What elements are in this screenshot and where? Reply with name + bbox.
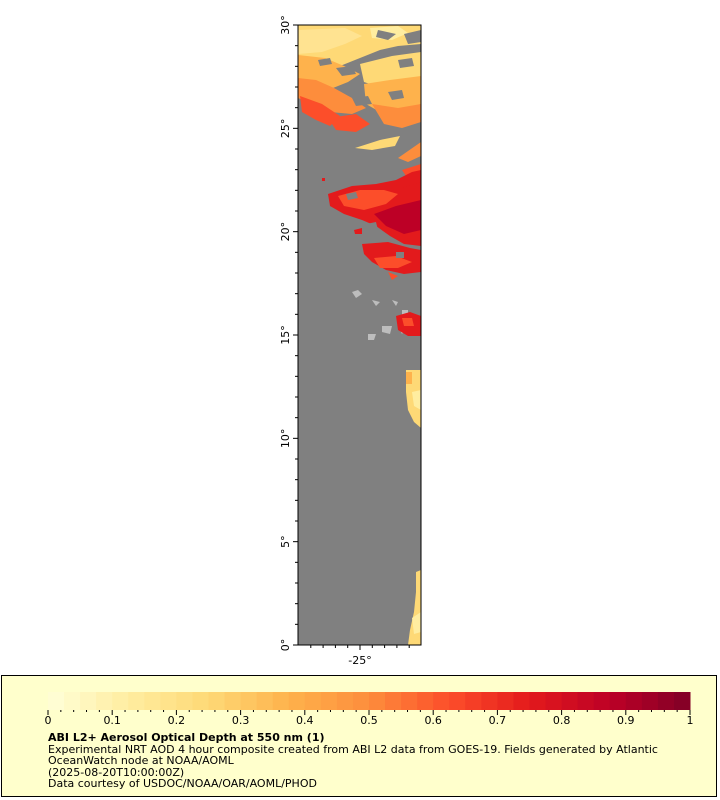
lon-tick-label: -25° [348,654,371,667]
colorbar-cell [433,692,450,710]
aerosol-plume-central [328,170,421,280]
colorbar-cell [192,692,209,710]
lat-tick-label: 15° [279,325,292,345]
legend-title: ABI L2+ Aerosol Optical Depth at 550 nm … [48,731,325,744]
colorbar-cell [449,692,466,710]
map: 0° 5° 10° 15° 20° 25° 30° -25° [279,15,422,667]
colorbar-cell [128,692,145,710]
colorbar-tick-label: 0.2 [168,714,186,727]
colorbar-cell [48,692,65,710]
colorbar-cell [288,692,306,710]
colorbar-tick-label: 0.8 [553,714,571,727]
colorbar-cell [513,692,530,710]
aerosol-patch-west-africa [396,312,421,336]
colorbar-cell [561,692,579,710]
lat-tick-label: 10° [279,429,292,449]
legend-credit: Data courtesy of USDOC/NOAA/OAR/AOML/PHO… [48,777,317,790]
colorbar-tick-label: 0.3 [232,714,250,727]
colorbar-cell [401,692,418,710]
colorbar-cell [657,692,675,710]
lat-tick-label: 20° [279,222,292,242]
colorbar-cell [641,692,659,710]
colorbar-cell [304,692,322,710]
colorbar-cell [497,692,514,710]
colorbar-cell [609,692,627,710]
colorbar-tick-label: 0 [45,714,52,727]
colorbar-cell [417,692,434,710]
colorbar-cell [224,692,242,710]
colorbar-tick-label: 0.9 [617,714,635,727]
longitude-axis: -25° [310,645,410,667]
colorbar-cell [369,692,386,710]
aerosol-plume-north [298,25,421,132]
colorbar-cell [112,692,129,710]
colorbar-cell [272,692,290,710]
colorbar-cell [64,692,81,710]
colorbar-tick-label: 0.4 [296,714,314,727]
colorbar-cell [593,692,611,710]
latitude-axis: 0° 5° 10° 15° 20° 25° 30° [279,15,298,651]
colorbar-tick-label: 0.6 [424,714,442,727]
colorbar-cell [352,692,370,710]
colorbar-cell [545,692,563,710]
colorbar-cell [160,692,177,710]
colorbar-ticks: 0 0.1 0.2 0.3 0.4 0.5 0.6 0.7 0.8 0.9 1 [45,710,694,727]
colorbar-cell [385,692,402,710]
colorbar-cell [465,692,482,710]
aerosol-coastal-south [406,370,421,450]
colorbar-cell [577,692,595,710]
colorbar-cell [336,692,354,710]
colorbar-cell [320,692,338,710]
aerosol-equatorial [408,570,421,645]
colorbar-tick-label: 1 [687,714,694,727]
colorbar: 0 0.1 0.2 0.3 0.4 0.5 0.6 0.7 0.8 0.9 1 [45,692,694,727]
colorbar-cell [481,692,498,710]
legend-description: Experimental NRT AOD 4 hour composite cr… [48,742,662,767]
lat-tick-label: 5° [279,535,292,548]
colorbar-cell [208,692,226,710]
colorbar-cell [176,692,193,710]
legend-time: (2025-08-20T10:00:00Z) [48,765,185,779]
colorbar-tick-label: 0.7 [489,714,507,727]
colorbar-cell [96,692,113,710]
colorbar-gradient [48,692,691,710]
lat-tick-label: 0° [279,639,292,652]
legend-panel: 0 0.1 0.2 0.3 0.4 0.5 0.6 0.7 0.8 0.9 1 ABI L2+ Ae… [1,675,717,797]
colorbar-cell [256,692,274,710]
colorbar-cell [240,692,258,710]
colorbar-cell [144,692,161,710]
colorbar-cell [529,692,547,710]
colorbar-cell [673,692,691,710]
colorbar-cell [80,692,97,710]
colorbar-tick-label: 0.1 [103,714,121,727]
colorbar-cell [625,692,643,710]
lat-tick-label: 25° [279,119,292,139]
lat-tick-label: 30° [279,15,292,35]
colorbar-tick-label: 0.5 [360,714,378,727]
